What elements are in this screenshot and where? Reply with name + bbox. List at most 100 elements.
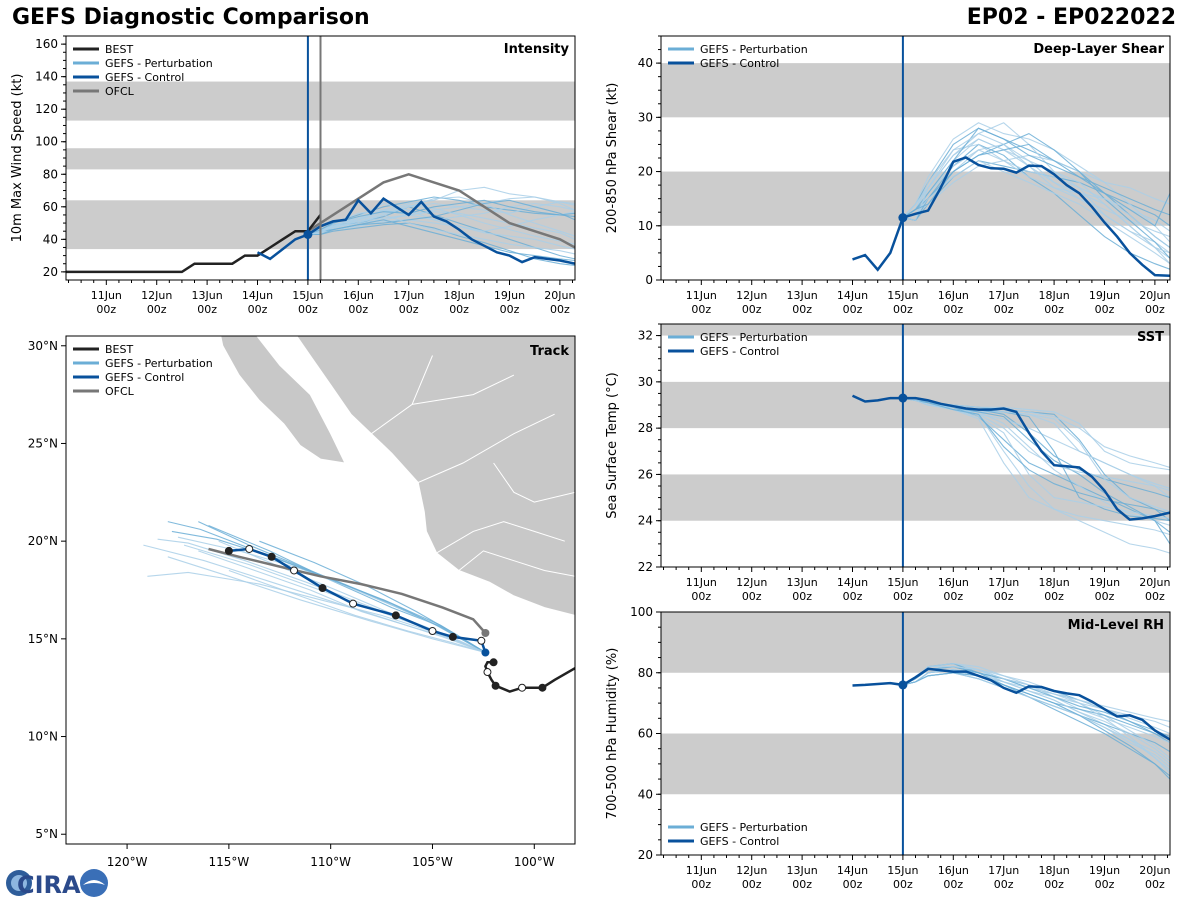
rh-xtick-label-0: 11Jun — [686, 864, 717, 877]
track-best-marker-2 — [491, 681, 500, 690]
cira-logo: CIRA — [4, 866, 109, 904]
track-ofcl-line — [208, 547, 487, 634]
state-border-4 — [493, 462, 575, 503]
intensity-legend-label-perturbation: GEFS - Perturbation — [105, 57, 213, 70]
shear-xtick-label-3: 14Jun — [837, 289, 868, 302]
rh-xtick-sublabel-2: 00z — [792, 878, 812, 891]
sst-xtick-sublabel-7: 00z — [1044, 590, 1064, 603]
sst-xtick-sublabel-4: 00z — [893, 590, 913, 603]
intensity-xtick-sublabel-1: 00z — [147, 303, 167, 316]
track-chart: 120°W 115°W 110°W 105°W 100°W 5°N 10°N 15°N 20°N… — [28, 335, 576, 869]
rh-ytick-label-4: 100 — [630, 605, 653, 619]
shear-legend-label-control: GEFS - Control — [700, 57, 779, 70]
intensity-xtick-label-1: 12Jun — [141, 289, 172, 302]
sst-perturbation-member-15 — [902, 397, 1170, 515]
intensity-xtick-sublabel-3: 00z — [248, 303, 268, 316]
rh-perturbation-member-9 — [902, 669, 1170, 741]
shear-xtick-label-0: 11Jun — [686, 289, 717, 302]
shear-perturbation-member-8 — [902, 143, 1170, 248]
intensity-legend-label-control: GEFS - Control — [105, 71, 184, 84]
sst-xtick-sublabel-9: 00z — [1145, 590, 1165, 603]
sst-band-2 — [661, 324, 1170, 336]
shear-perturbation-member-13 — [902, 160, 1170, 265]
intensity-xtick-label-3: 14Jun — [242, 289, 273, 302]
track-ytick-label-3: 20°N — [28, 534, 58, 548]
sst-ytick-label-4: 30 — [638, 375, 653, 389]
rh-xtick-sublabel-3: 00z — [843, 878, 863, 891]
rh-ytick-label-3: 80 — [638, 666, 653, 680]
track-xtick-label-1: 115°W — [208, 855, 249, 869]
track-xtick-label-4: 100°W — [514, 855, 555, 869]
track-ytick-label-4: 25°N — [28, 436, 58, 450]
sst-legend-label-perturbation: GEFS - Perturbation — [700, 331, 808, 344]
sst-xtick-sublabel-8: 00z — [1095, 590, 1115, 603]
rh-ytick-label-1: 40 — [638, 787, 653, 801]
sst-ytick-label-1: 24 — [638, 514, 653, 528]
shear-xtick-sublabel-0: 00z — [691, 303, 711, 316]
track-control-marker-0 — [477, 636, 486, 645]
land-mass-1 — [296, 336, 575, 616]
intensity-ytick-label-6: 140 — [35, 70, 58, 84]
intensity-title: Intensity — [504, 42, 570, 57]
track-control-marker-2 — [428, 627, 437, 636]
intensity-xtick-sublabel-4: 00z — [298, 303, 318, 316]
shear-band-1 — [661, 63, 1170, 118]
shear-perturbation-member-12 — [902, 127, 1170, 219]
sst-xtick-label-9: 20Jun — [1139, 576, 1170, 589]
rh-perturbation-member-13 — [902, 669, 1170, 762]
shear-xtick-sublabel-6: 00z — [994, 303, 1014, 316]
sst-xtick-label-5: 16Jun — [938, 576, 969, 589]
shear-xtick-label-6: 17Jun — [988, 289, 1019, 302]
shear-init-marker — [898, 213, 908, 223]
track-control-marker-8 — [245, 544, 254, 553]
shear-xtick-sublabel-4: 00z — [893, 303, 913, 316]
track-best-marker-4 — [489, 658, 498, 667]
intensity-xtick-label-6: 17Jun — [393, 289, 424, 302]
sst-xtick-label-4: 15Jun — [887, 576, 918, 589]
sst-title: SST — [1137, 330, 1164, 345]
intensity-ytick-label-7: 160 — [35, 37, 58, 51]
intensity-best-line — [66, 214, 322, 274]
shear-xtick-label-5: 16Jun — [938, 289, 969, 302]
shear-xtick-sublabel-5: 00z — [943, 303, 963, 316]
sst-legend-label-control: GEFS - Control — [700, 345, 779, 358]
intensity-xtick-sublabel-6: 00z — [399, 303, 419, 316]
intensity-init-marker — [303, 229, 313, 239]
track-control-marker-6 — [290, 566, 299, 575]
rh-ylabel: 700-500 hPa Humidity (%) — [605, 648, 620, 820]
intensity-xtick-label-0: 11Jun — [91, 289, 122, 302]
rh-xtick-label-7: 18Jun — [1038, 864, 1069, 877]
sst-init-marker — [898, 393, 908, 403]
shear-xtick-sublabel-2: 00z — [792, 303, 812, 316]
intensity-xtick-label-2: 13Jun — [192, 289, 223, 302]
rh-xtick-label-9: 20Jun — [1139, 864, 1170, 877]
intensity-ytick-label-3: 80 — [43, 167, 58, 181]
intensity-ytick-label-4: 100 — [35, 135, 58, 149]
track-ytick-label-5: 30°N — [28, 339, 58, 353]
intensity-perturbation-member-15 — [307, 199, 575, 236]
sst-band-0 — [661, 474, 1170, 521]
rh-perturbation-member-12 — [902, 666, 1170, 738]
rh-band-1 — [661, 612, 1170, 673]
track-ytick-label-1: 10°N — [28, 730, 58, 744]
intensity-xtick-label-4: 15Jun — [292, 289, 323, 302]
shear-xtick-label-1: 12Jun — [736, 289, 767, 302]
rh-ytick-label-2: 60 — [638, 727, 653, 741]
sst-xtick-label-7: 18Jun — [1038, 576, 1069, 589]
track-ofcl-start-marker — [481, 628, 490, 637]
rh-xtick-label-6: 17Jun — [988, 864, 1019, 877]
storm-id-title: EP02 - EP022022 — [966, 5, 1176, 30]
intensity-ofcl-line — [307, 172, 575, 249]
track-best-marker-3 — [483, 668, 492, 677]
shear-xtick-sublabel-7: 00z — [1044, 303, 1064, 316]
shear-ytick-label-4: 40 — [638, 56, 653, 70]
sst-xtick-label-2: 13Jun — [787, 576, 818, 589]
intensity-ytick-label-2: 60 — [43, 200, 58, 214]
sst-xtick-label-1: 12Jun — [736, 576, 767, 589]
state-border-1 — [418, 413, 555, 483]
intensity-xtick-sublabel-5: 00z — [348, 303, 368, 316]
intensity-xtick-label-9: 20Jun — [544, 289, 575, 302]
shear-xtick-label-8: 19Jun — [1089, 289, 1120, 302]
track-title: Track — [530, 344, 569, 359]
shear-xtick-label-4: 15Jun — [887, 289, 918, 302]
